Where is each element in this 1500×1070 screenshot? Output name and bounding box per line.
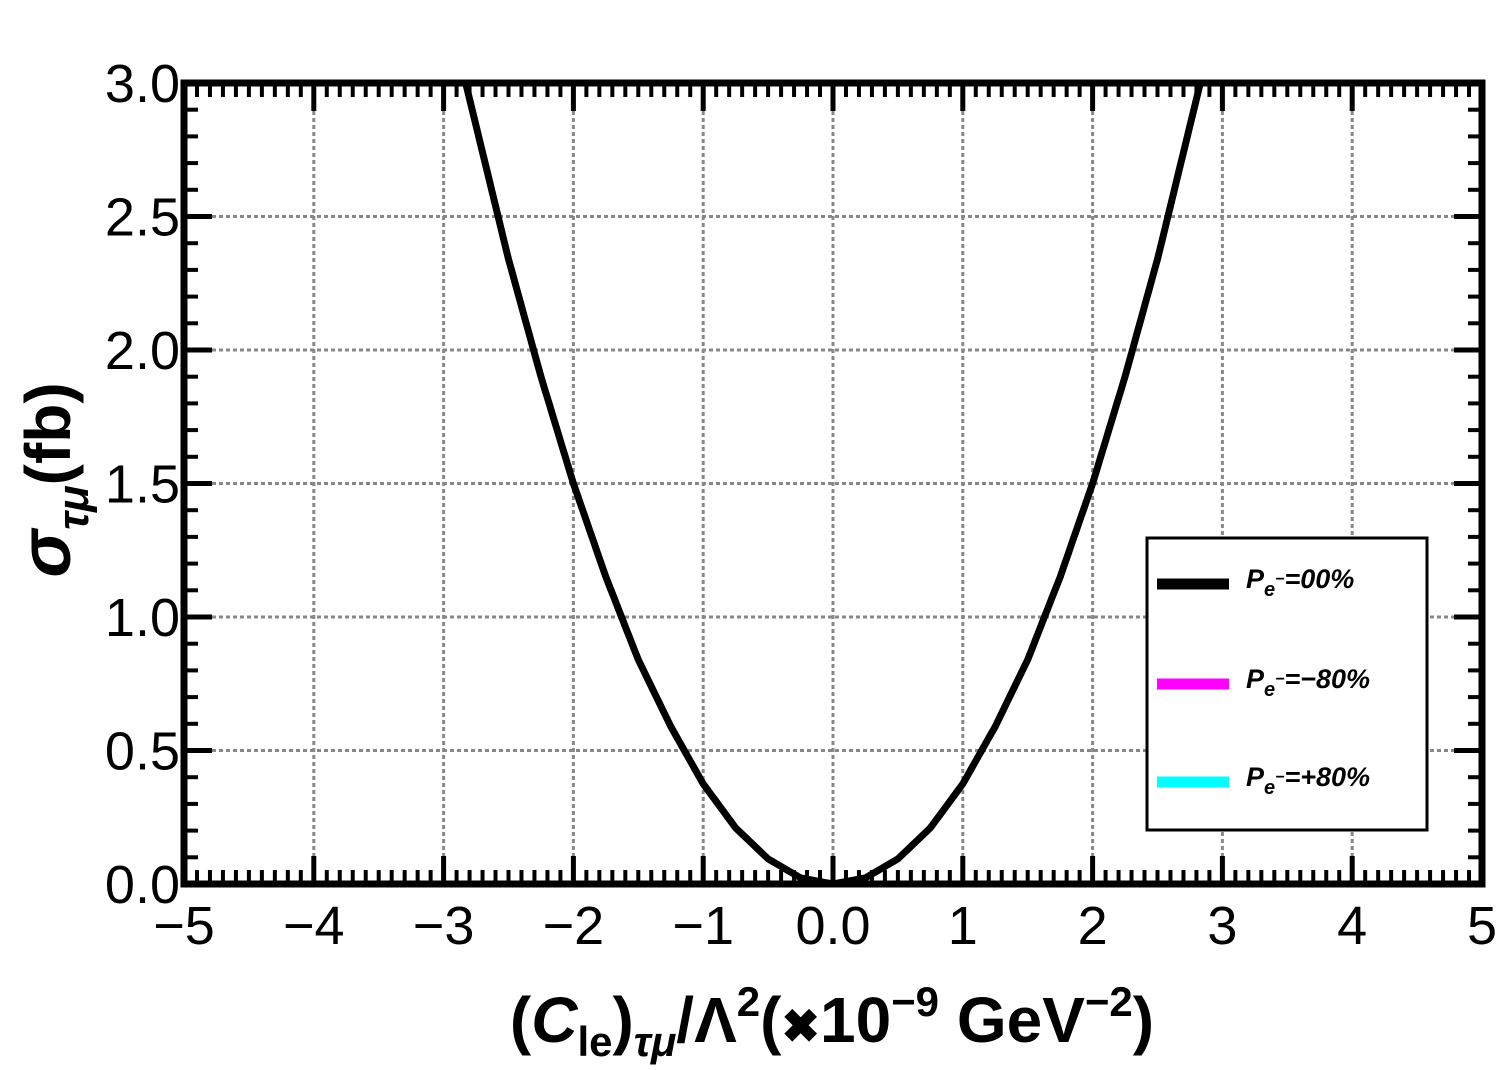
x-tick-label: 0.0 xyxy=(795,896,870,956)
legend-label: Pe−=00% xyxy=(1246,564,1354,601)
x-tick-label: −2 xyxy=(543,896,605,956)
y-tick-label: 0.5 xyxy=(105,722,180,782)
y-tick-label: 0.0 xyxy=(105,855,180,915)
legend: Pe−=00% Pe−=−80% Pe−=+80% xyxy=(1145,536,1429,832)
y-tick-label: 2.5 xyxy=(105,188,180,248)
x-tick-label: 2 xyxy=(1078,896,1108,956)
x-tick-label: 1 xyxy=(948,896,978,956)
legend-label: Pe−=+80% xyxy=(1246,762,1370,799)
y-tick-label: 3.0 xyxy=(105,54,180,114)
x-tick-label: 4 xyxy=(1337,896,1367,956)
x-tick-label: 5 xyxy=(1467,896,1497,956)
y-tick-label: 1.5 xyxy=(105,455,180,515)
x-axis-title: (Cle)τμ/Λ2(✖10−9 GeV−2) xyxy=(510,978,1154,1065)
x-tick-label: −1 xyxy=(672,896,734,956)
y-axis-title: στμ(fb) xyxy=(6,382,98,577)
y-tick-label: 1.0 xyxy=(105,588,180,648)
legend-label: Pe−=−80% xyxy=(1246,664,1370,701)
x-tick-label: −4 xyxy=(283,896,345,956)
tick-labels: −5 −4 −3 −2 −1 0.0 1 2 3 4 5 0.0 0.5 1.0 1.5 2.0 2.5 3.0 xyxy=(105,54,1497,956)
plot-frame xyxy=(180,79,1486,888)
y-tick-label: 2.0 xyxy=(105,321,180,381)
x-tick-label: −3 xyxy=(413,896,475,956)
x-tick-label: 3 xyxy=(1207,896,1237,956)
x-tick-label: −5 xyxy=(153,896,215,956)
